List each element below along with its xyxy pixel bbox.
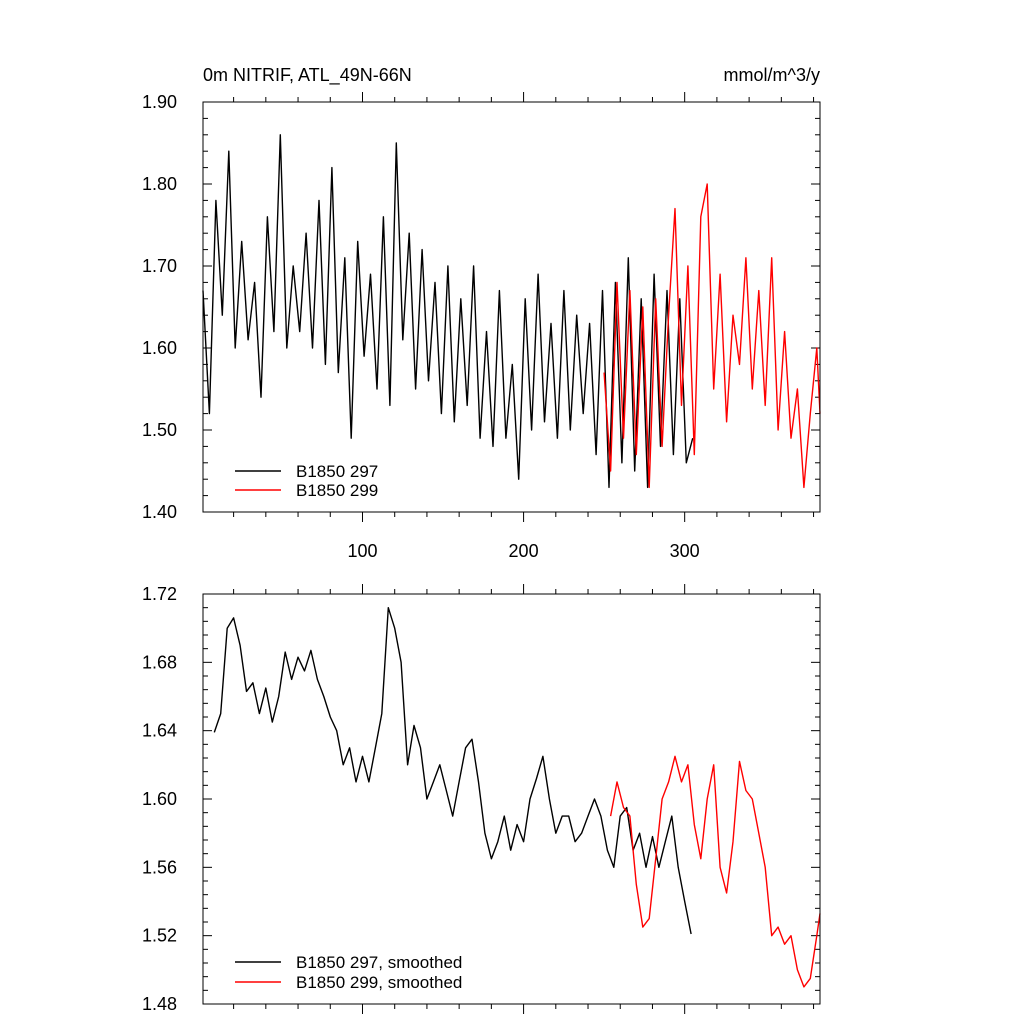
top-panel-frame — [202, 101, 821, 513]
x-tick-label: 200 — [509, 541, 539, 561]
bottom-legend: B1850 297, smoothed B1850 299, smoothed — [235, 953, 462, 992]
y-tick-label: 1.56 — [142, 857, 177, 877]
x-tick-label: 100 — [347, 541, 377, 561]
series-line-b1850-297 — [202, 134, 694, 489]
units-label: mmol/m^3/y — [724, 65, 820, 85]
y-tick-label: 1.48 — [142, 994, 177, 1014]
series-line-b1850-297 — [213, 607, 692, 935]
bottom-panel-series — [213, 607, 821, 988]
y-tick-label: 1.52 — [142, 926, 177, 946]
bottom-panel: 1.48 1.52 1.56 1.60 1.64 1.68 1.72 B1850 297, … — [142, 584, 821, 1014]
y-tick-label: 1.90 — [142, 92, 177, 112]
y-tick-label: 1.60 — [142, 789, 177, 809]
y-tick-label: 1.68 — [142, 652, 177, 672]
top-legend: B1850 297 B1850 299 — [235, 462, 378, 500]
y-tick-label: 1.80 — [142, 174, 177, 194]
bottom-panel-axes: 1.48 1.52 1.56 1.60 1.64 1.68 1.72 — [142, 584, 820, 1014]
y-tick-label: 1.50 — [142, 420, 177, 440]
legend-label-299-smoothed: B1850 299, smoothed — [296, 973, 462, 992]
top-panel: 0m NITRIF, ATL_49N-66N mmol/m^3/y 1.401.… — [142, 65, 821, 561]
x-tick-label: 300 — [670, 541, 700, 561]
bottom-panel-frame — [202, 593, 821, 1005]
series-line-b1850-299 — [609, 755, 821, 988]
series-line-b1850-299 — [603, 183, 821, 489]
legend-label-297: B1850 297 — [296, 462, 378, 481]
y-tick-label: 1.70 — [142, 256, 177, 276]
y-tick-label: 1.60 — [142, 338, 177, 358]
y-tick-label: 1.72 — [142, 584, 177, 604]
y-tick-label: 1.64 — [142, 721, 177, 741]
top-panel-axes: 1.40 1.50 1.60 1.70 1.80 1.90 100 200 300 — [142, 92, 820, 561]
legend-label-297-smoothed: B1850 297, smoothed — [296, 953, 462, 972]
chart-title: 0m NITRIF, ATL_49N-66N — [203, 65, 412, 86]
legend-label-299: B1850 299 — [296, 481, 378, 500]
top-panel-series — [202, 134, 821, 489]
y-tick-label: 1.40 — [142, 502, 177, 522]
